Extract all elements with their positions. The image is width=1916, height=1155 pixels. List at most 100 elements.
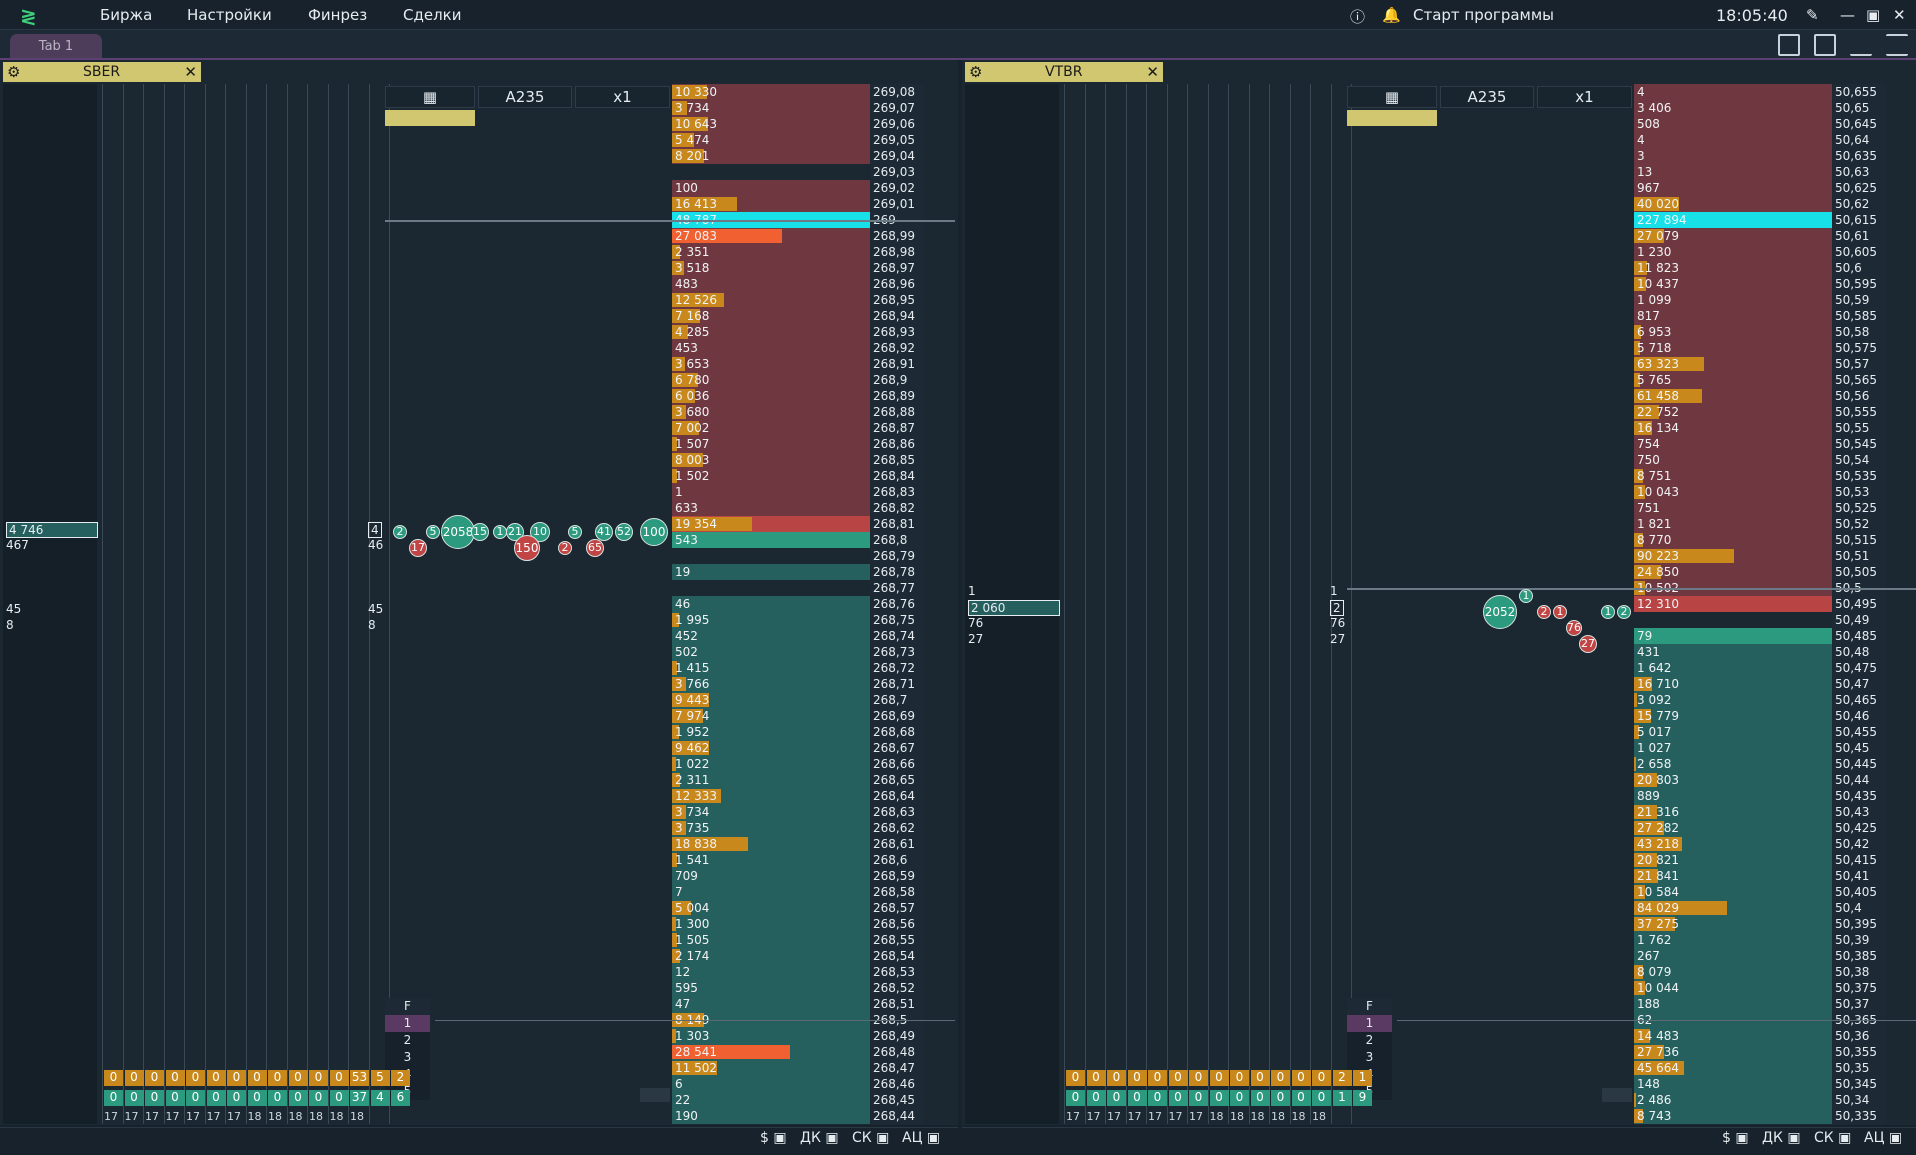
maximize-icon[interactable]: ▣ (1866, 6, 1881, 24)
ladder-row[interactable]: 502 268,73 (672, 644, 924, 660)
trade-bubble[interactable]: 41 (595, 523, 613, 541)
ladder-row[interactable]: 3 50,635 (1634, 148, 1886, 164)
ladder-row[interactable]: 27 079 50,61 (1634, 228, 1886, 244)
trade-bubble[interactable]: 5 (568, 525, 582, 539)
ladder-row[interactable]: 47 268,51 (672, 996, 924, 1012)
ladder-row[interactable]: 7 268,58 (672, 884, 924, 900)
ladder-row[interactable]: 4 50,655 (1634, 84, 1886, 100)
ladder-row[interactable]: 8 201 269,04 (672, 148, 924, 164)
trade-bubble[interactable]: 1 (493, 525, 507, 539)
ladder-row[interactable]: 1 502 268,84 (672, 468, 924, 484)
trade-bubble[interactable]: 2 (558, 541, 572, 555)
ladder-row[interactable]: 40 020 50,62 (1634, 196, 1886, 212)
ladder-row[interactable]: 8 079 50,38 (1634, 964, 1886, 980)
ladder-row[interactable]: 9 462 268,67 (672, 740, 924, 756)
ladder-row[interactable]: 633 268,82 (672, 500, 924, 516)
bell-icon[interactable]: 🔔 (1382, 6, 1401, 24)
trade-bubble[interactable]: 1 (1519, 589, 1533, 603)
menu-finrez[interactable]: Финрез (308, 6, 368, 24)
ladder-row[interactable]: 46 268,76 (672, 596, 924, 612)
ladder-row[interactable]: 63 323 50,57 (1634, 356, 1886, 372)
ladder-row[interactable]: 3 766 268,71 (672, 676, 924, 692)
ladder-row[interactable]: 188 50,37 (1634, 996, 1886, 1012)
ladder-row[interactable]: 543 268,8 (672, 532, 924, 548)
gear-icon[interactable]: ⚙ (7, 63, 21, 81)
ladder-row[interactable]: 8 770 50,515 (1634, 532, 1886, 548)
ladder-row[interactable]: 11 823 50,6 (1634, 260, 1886, 276)
ladder-row[interactable]: 90 223 50,51 (1634, 548, 1886, 564)
ladder-row[interactable]: 24 850 50,505 (1634, 564, 1886, 580)
ladder-row[interactable]: 20 821 50,415 (1634, 852, 1886, 868)
ladder-row[interactable]: 754 50,545 (1634, 436, 1886, 452)
ladder-row[interactable]: 3 680 268,88 (672, 404, 924, 420)
ladder-row[interactable]: 267 50,385 (1634, 948, 1886, 964)
close-window-icon[interactable]: ✕ (1893, 6, 1906, 24)
ladder-row[interactable]: 1 099 50,59 (1634, 292, 1886, 308)
ladder-row[interactable]: 50,49 (1634, 612, 1886, 628)
minimize-icon[interactable]: — (1840, 6, 1855, 24)
add-chart-icon[interactable] (1850, 34, 1872, 56)
ladder-row[interactable]: 269,03 (672, 164, 924, 180)
trade-bubble[interactable]: 17 (409, 539, 427, 557)
footer-toggle[interactable]: ДК ▣ (800, 1130, 839, 1146)
info-icon[interactable]: ⓘ (1350, 8, 1366, 26)
ladder-row[interactable]: 431 50,48 (1634, 644, 1886, 660)
footer-toggle[interactable]: $ ▣ (760, 1130, 787, 1146)
ladder-row[interactable]: 4 50,64 (1634, 132, 1886, 148)
ladder-row[interactable]: 13 50,63 (1634, 164, 1886, 180)
trade-bubble[interactable]: 65 (586, 539, 604, 557)
ladder-row[interactable]: 28 541 268,48 (672, 1044, 924, 1060)
ladder-row[interactable]: 5 004 268,57 (672, 900, 924, 916)
ladder-row[interactable]: 16 134 50,55 (1634, 420, 1886, 436)
ladder-row[interactable]: 3 735 268,62 (672, 820, 924, 836)
ladder-row[interactable]: 1 027 50,45 (1634, 740, 1886, 756)
gear-icon[interactable]: ⚙ (969, 63, 983, 81)
ladder-row[interactable]: 10 330 269,08 (672, 84, 924, 100)
ladder-row[interactable]: 6 780 268,9 (672, 372, 924, 388)
ladder-row[interactable]: 1 505 268,55 (672, 932, 924, 948)
ladder-row[interactable]: 6 268,46 (672, 1076, 924, 1092)
level-box[interactable]: 3 (1347, 1049, 1392, 1066)
level-box[interactable]: F (385, 998, 430, 1015)
ladder-row[interactable]: 1 952 268,68 (672, 724, 924, 740)
chart-type-button[interactable]: ▦ (385, 86, 475, 108)
ladder-row[interactable]: 14 483 50,36 (1634, 1028, 1886, 1044)
footer-toggle[interactable]: СК ▣ (1814, 1130, 1852, 1146)
ladder-row[interactable]: 10 043 50,53 (1634, 484, 1886, 500)
ladder-row[interactable]: 15 779 50,46 (1634, 708, 1886, 724)
ladder-row[interactable]: 8 751 50,535 (1634, 468, 1886, 484)
ladder-row[interactable]: 3 518 268,97 (672, 260, 924, 276)
account-button[interactable]: A235 (1440, 86, 1534, 108)
footer-toggle[interactable]: АЦ ▣ (1864, 1130, 1903, 1146)
ladder-row[interactable]: 483 268,96 (672, 276, 924, 292)
ladder-row[interactable]: 1 762 50,39 (1634, 932, 1886, 948)
chart-type-button[interactable]: ▦ (1347, 86, 1437, 108)
menu-birzha[interactable]: Биржа (100, 6, 153, 24)
ladder-row[interactable]: 21 841 50,41 (1634, 868, 1886, 884)
ladder-row[interactable]: 3 734 268,63 (672, 804, 924, 820)
ladder-row[interactable]: 2 311 268,65 (672, 772, 924, 788)
ladder-row[interactable]: 190 268,44 (672, 1108, 924, 1124)
trade-bubble[interactable]: 52 (615, 523, 633, 541)
footer-toggle[interactable]: ДК ▣ (1762, 1130, 1801, 1146)
ladder-row[interactable]: 1 300 268,56 (672, 916, 924, 932)
ladder-row[interactable]: 1 995 268,75 (672, 612, 924, 628)
trade-bubble[interactable]: 1 (1601, 605, 1615, 619)
close-panel-icon[interactable]: ✕ (1146, 63, 1159, 81)
ladder-row[interactable]: 453 268,92 (672, 340, 924, 356)
ladder-row[interactable]: 508 50,645 (1634, 116, 1886, 132)
close-panel-icon[interactable]: ✕ (184, 63, 197, 81)
ladder-row[interactable]: 12 268,53 (672, 964, 924, 980)
trade-bubble[interactable]: 15 (471, 523, 489, 541)
ladder-row[interactable]: 10 584 50,405 (1634, 884, 1886, 900)
level-box[interactable]: 2 (1347, 1032, 1392, 1049)
ladder-row[interactable]: 1 230 50,605 (1634, 244, 1886, 260)
ladder-row[interactable]: 1 821 50,52 (1634, 516, 1886, 532)
ladder-row[interactable]: 3 653 268,91 (672, 356, 924, 372)
footer-toggle[interactable]: СК ▣ (852, 1130, 890, 1146)
ladder-row[interactable]: 8 743 50,335 (1634, 1108, 1886, 1124)
ladder-row[interactable]: 817 50,585 (1634, 308, 1886, 324)
ladder-row[interactable]: 750 50,54 (1634, 452, 1886, 468)
ladder-row[interactable]: 22 268,45 (672, 1092, 924, 1108)
level-box[interactable]: F (1347, 998, 1392, 1015)
